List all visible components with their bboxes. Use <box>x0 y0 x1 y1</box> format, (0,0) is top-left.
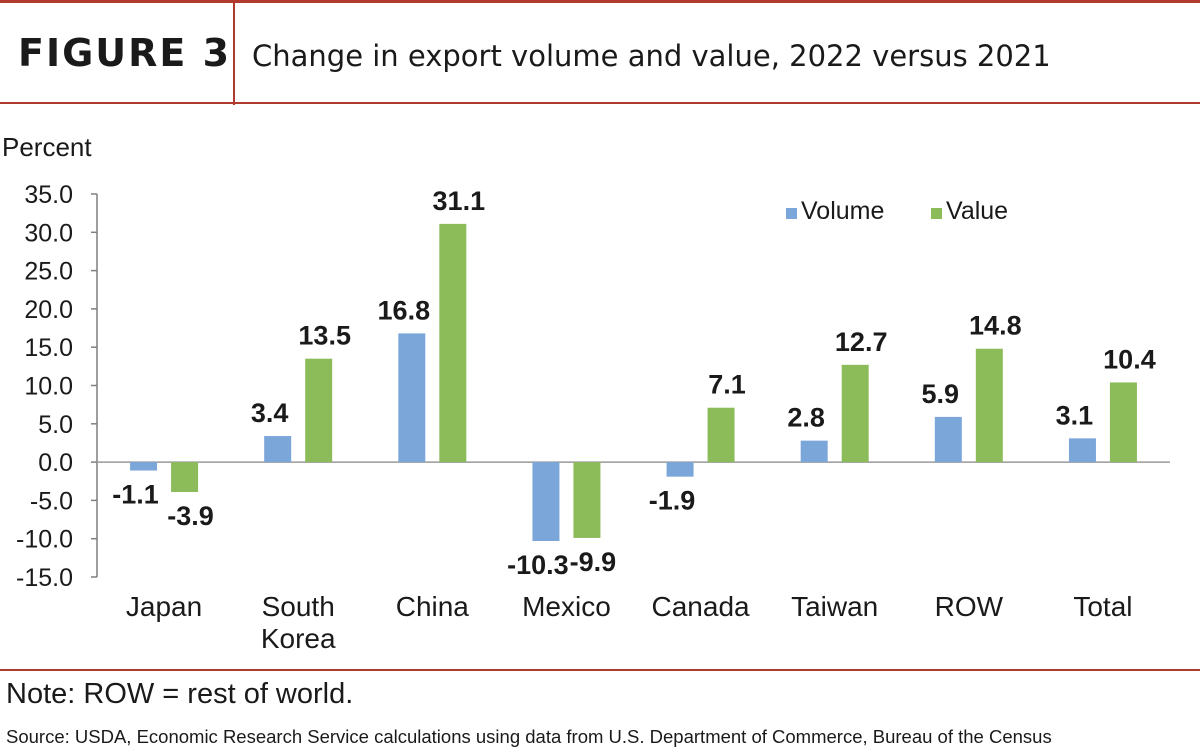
data-label: -3.9 <box>167 501 214 531</box>
y-tick-label: 30.0 <box>24 219 73 247</box>
bar-value <box>975 348 1003 463</box>
bar-volume <box>934 416 962 463</box>
bar-volume <box>130 462 158 471</box>
bar-value <box>841 364 869 463</box>
category-label: China <box>396 591 470 622</box>
y-tick-label: -10.0 <box>16 526 73 554</box>
data-label: 3.4 <box>251 398 289 428</box>
data-label: -10.3 <box>507 550 569 580</box>
figure-title: Change in export volume and value, 2022 … <box>252 39 1051 73</box>
chart-note: Note: ROW = rest of world. <box>6 678 354 710</box>
y-tick-label: -15.0 <box>16 564 73 592</box>
data-label: 7.1 <box>708 370 746 400</box>
category-label: South Korea <box>261 591 336 654</box>
bar-volume <box>666 462 694 477</box>
bar-value <box>707 407 735 463</box>
y-tick-label: 15.0 <box>24 334 73 362</box>
data-label: -9.9 <box>570 547 617 577</box>
data-label: 2.8 <box>787 403 825 433</box>
data-label: 31.1 <box>433 186 486 216</box>
bar-value <box>1109 382 1137 463</box>
y-tick-label: -5.0 <box>30 487 73 515</box>
y-tick-label: 0.0 <box>38 449 73 477</box>
bar-chart: Percent 35.0 30.0 25.0 20.0 15.0 10.0 5.0 0.0 -5.… <box>2 132 1170 654</box>
category-label: Japan <box>126 591 202 622</box>
data-label: 14.8 <box>969 311 1022 341</box>
y-tick-label: 35.0 <box>24 181 73 209</box>
figure-label: FIGURE 3 <box>18 31 232 75</box>
data-label: 5.9 <box>922 379 960 409</box>
legend-label-volume: Volume <box>801 197 884 225</box>
category-label: Canada <box>652 591 751 622</box>
chart-source: Source: USDA, Economic Research Service … <box>6 726 1052 747</box>
category-label: Total <box>1073 591 1132 622</box>
y-tick-label: 10.0 <box>24 373 73 401</box>
y-axis-label: Percent <box>2 132 92 162</box>
data-label: 16.8 <box>378 295 431 325</box>
category-label: ROW <box>935 591 1004 622</box>
bar-value <box>171 462 199 492</box>
figure-header: FIGURE 3 Change in export volume and val… <box>0 0 1200 105</box>
y-tick-label: 20.0 <box>24 296 73 324</box>
legend-swatch-value <box>931 208 942 219</box>
bar-volume <box>800 440 828 463</box>
bar-volume <box>398 333 426 463</box>
bar-value <box>573 462 601 538</box>
bar-value <box>439 223 467 463</box>
bar-value <box>305 358 333 463</box>
bar-volume <box>1068 438 1096 463</box>
footer-rule <box>0 669 1200 671</box>
header-divider <box>233 3 235 105</box>
data-label: -1.9 <box>649 486 696 516</box>
data-label: 13.5 <box>298 321 351 351</box>
y-tick-label: 25.0 <box>24 258 73 286</box>
data-label: 12.7 <box>835 327 888 357</box>
y-tick-label: 5.0 <box>38 411 73 439</box>
data-label: 10.4 <box>1103 344 1156 374</box>
legend-label-value: Value <box>946 197 1008 225</box>
legend-swatch-volume <box>786 208 797 219</box>
bar-volume <box>532 462 560 541</box>
data-label: 3.1 <box>1056 400 1094 430</box>
bar-volume <box>264 436 292 463</box>
category-label: Mexico <box>522 591 611 622</box>
category-label: Taiwan <box>791 591 878 622</box>
data-label: -1.1 <box>112 480 159 510</box>
